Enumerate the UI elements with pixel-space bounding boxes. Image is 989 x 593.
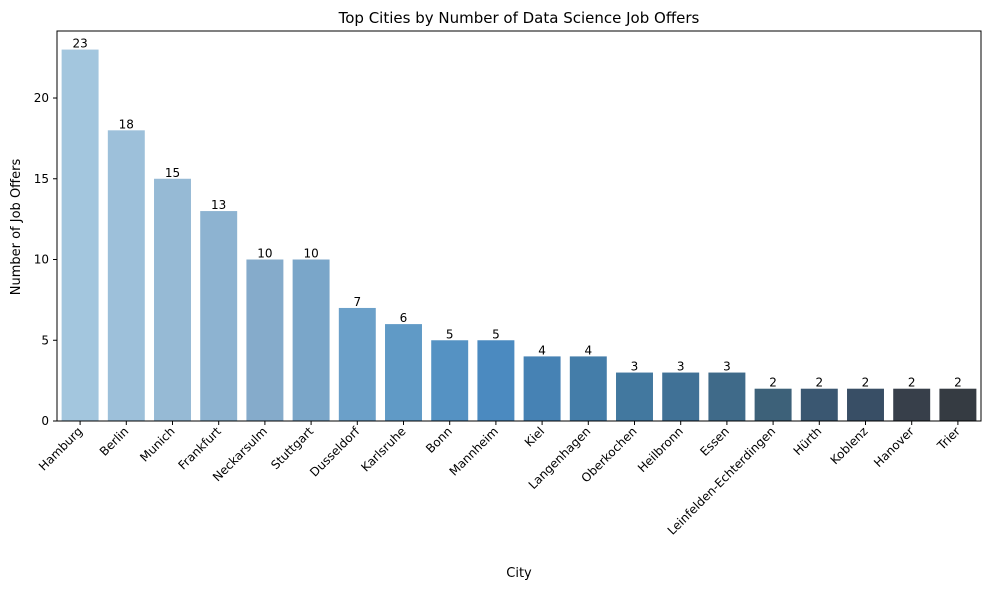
bars-layer xyxy=(61,49,977,421)
bar-value-label: 7 xyxy=(353,295,361,309)
x-tick-label: Karlsruhe xyxy=(358,424,408,474)
bar-value-label: 5 xyxy=(492,327,500,341)
bar-bonn xyxy=(431,340,469,421)
x-axis-ticks: Hamburg Berlin MunichFrankfurtNeckarsulmSt… xyxy=(36,421,963,538)
bar-value-label: 23 xyxy=(72,37,87,51)
bar-karlsruhe xyxy=(385,324,422,421)
y-tick-label: 5 xyxy=(41,333,49,347)
bar-value-label: 2 xyxy=(908,376,916,390)
bar-value-label: 2 xyxy=(769,376,777,390)
bar-value-label: 10 xyxy=(303,247,318,261)
bar-value-label: 6 xyxy=(400,311,408,325)
bar-frankfurt xyxy=(200,211,238,421)
bar-value-label: 3 xyxy=(631,360,639,374)
bar-value-label: 3 xyxy=(677,360,685,374)
bar-hanover xyxy=(893,388,931,421)
x-tick-label: Stuttgart xyxy=(268,424,316,472)
bar-neckarsulm xyxy=(246,259,284,421)
bar-berlin xyxy=(107,130,145,421)
x-tick-label: Frankfurt xyxy=(175,424,224,473)
x-tick-label: Hamburg xyxy=(36,424,85,473)
bar-kiel xyxy=(523,356,561,421)
y-axis-label: Number of Job Offers xyxy=(9,159,24,296)
x-tick-label: Munich xyxy=(137,424,177,464)
data-labels-layer: 23 18 15 13 10 10 7 6 5 5 4 4 3 3 3 2 2 2 2 2 xyxy=(72,37,961,390)
y-tick-label: 15 xyxy=(34,172,49,186)
bar-value-label: 13 xyxy=(211,198,226,212)
y-tick-label: 10 xyxy=(34,253,49,267)
chart-title: Top Cities by Number of Data Science Job… xyxy=(338,9,700,27)
y-tick-label: 20 xyxy=(34,91,49,105)
x-axis-label: City xyxy=(506,566,532,581)
bar-h-rth xyxy=(800,388,838,421)
bar-trier xyxy=(939,388,977,421)
bar-value-label: 18 xyxy=(119,117,134,131)
x-tick-label: Dusseldorf xyxy=(307,424,363,480)
x-tick-label: Heilbronn xyxy=(635,424,686,475)
x-tick-label: Hürth xyxy=(791,424,825,458)
bar-value-label: 15 xyxy=(165,166,180,180)
x-tick-label: Trier xyxy=(934,424,963,453)
bar-value-label: 2 xyxy=(815,376,823,390)
y-axis-ticks: 0 5 10 15 20 xyxy=(34,91,57,428)
bar-mannheim xyxy=(477,340,515,421)
bar-langenhagen xyxy=(569,356,607,421)
plot-frame xyxy=(56,30,982,422)
bar-value-label: 4 xyxy=(538,343,546,357)
bar-value-label: 4 xyxy=(584,343,592,357)
bar-dusseldorf xyxy=(338,307,376,421)
bar-stuttgart xyxy=(292,259,330,421)
bar-value-label: 2 xyxy=(954,376,962,390)
bar-value-label: 5 xyxy=(446,327,454,341)
y-tick-label: 0 xyxy=(41,414,49,428)
bar-value-label: 2 xyxy=(862,376,870,390)
bar-koblenz xyxy=(847,388,884,421)
x-tick-label: Koblenz xyxy=(828,424,871,467)
x-tick-label: Hanover xyxy=(871,424,917,470)
bar-leinfelden-echterdingen xyxy=(754,388,792,421)
bar-hamburg xyxy=(61,49,99,421)
x-tick-label: Essen xyxy=(697,424,732,459)
x-tick-label: Bonn xyxy=(423,424,455,456)
bar-value-label: 3 xyxy=(723,360,731,374)
bar-oberkochen xyxy=(616,372,653,421)
bar-essen xyxy=(708,372,746,421)
x-tick-label: Berlin xyxy=(97,424,132,459)
bar-value-label: 10 xyxy=(257,247,272,261)
bar-heilbronn xyxy=(662,372,700,421)
x-tick-label: Mannheim xyxy=(447,424,501,478)
x-tick-label: Kiel xyxy=(522,424,547,449)
bar-munich xyxy=(154,178,191,421)
